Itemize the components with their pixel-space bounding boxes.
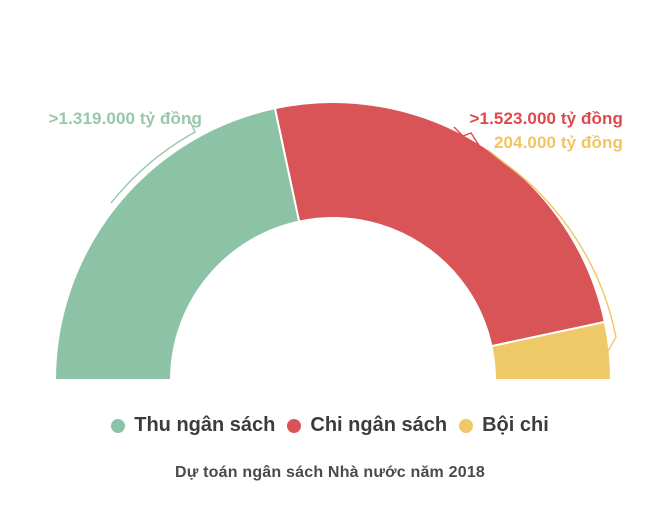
leader-line-spending bbox=[453, 126, 485, 154]
legend-label-revenue: Thu ngân sách bbox=[134, 414, 276, 436]
leader-line-revenue bbox=[110, 120, 196, 204]
gauge-segment-spending bbox=[273, 101, 607, 348]
annotation-revenue-value: >1.319.000 tỷ đồng bbox=[48, 109, 202, 128]
legend-label-deficit: Bội chi bbox=[482, 414, 549, 436]
annotation-spending-value: >1.523.000 tỷ đồng bbox=[469, 109, 623, 128]
legend-dot-spending-icon bbox=[287, 418, 302, 433]
legend-item-revenue: Thu ngân sách bbox=[111, 414, 275, 437]
legend: Thu ngân sách Chi ngân sách Bội chi bbox=[0, 414, 660, 437]
legend-label-spending: Chi ngân sách bbox=[310, 414, 448, 436]
gauge-segment-revenue bbox=[53, 106, 301, 381]
leader-line-deficit bbox=[487, 149, 617, 354]
annotation-deficit-value: 204.000 tỷ đồng bbox=[493, 133, 623, 152]
legend-item-deficit: Bội chi bbox=[459, 414, 549, 437]
legend-dot-revenue-icon bbox=[111, 418, 126, 433]
chart-title: Dự toán ngân sách Nhà nước năm 2018 bbox=[174, 464, 486, 481]
legend-item-spending: Chi ngân sách bbox=[287, 414, 447, 437]
gauge-segment-deficit bbox=[490, 320, 613, 381]
legend-dot-deficit-icon bbox=[459, 418, 474, 433]
